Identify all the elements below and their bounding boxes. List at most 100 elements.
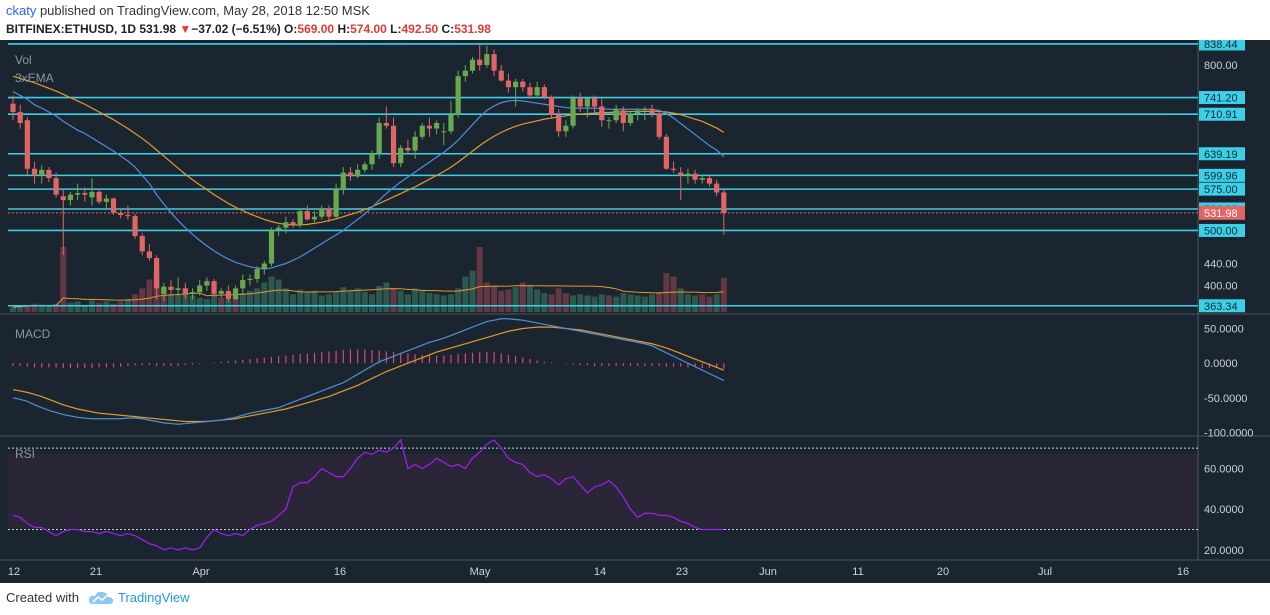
volume-bar bbox=[649, 294, 656, 312]
volume-bar bbox=[627, 294, 634, 312]
volume-bar bbox=[103, 301, 110, 312]
volume-bar bbox=[38, 304, 45, 312]
volume-bar bbox=[81, 304, 88, 312]
candle-body bbox=[570, 98, 576, 126]
volume-bar bbox=[74, 301, 81, 312]
volume-bar bbox=[483, 282, 490, 312]
volume-bar bbox=[440, 295, 447, 312]
level-label: 741.20 bbox=[1204, 93, 1238, 105]
volume-bar bbox=[505, 289, 512, 312]
volume-bar bbox=[383, 282, 390, 312]
candle-body bbox=[376, 123, 382, 154]
candle-body bbox=[53, 178, 59, 195]
footer: Created with TradingView bbox=[0, 583, 1270, 615]
volume-bar bbox=[598, 294, 605, 312]
time-tick-label: Apr bbox=[192, 566, 209, 578]
volume-bar bbox=[541, 293, 548, 312]
level-label-bg bbox=[1199, 107, 1245, 121]
time-tick-label: Jun bbox=[759, 566, 777, 578]
publisher-line: ckaty published on TradingView.com, May … bbox=[6, 3, 370, 18]
tradingview-brand-link[interactable]: TradingView bbox=[118, 590, 190, 605]
volume-bar bbox=[476, 247, 483, 312]
high-value: 574.00 bbox=[350, 22, 387, 36]
tradingview-cloud-icon[interactable] bbox=[88, 590, 114, 606]
macd-tick-label: 0.0000 bbox=[1204, 358, 1238, 370]
chart-svg[interactable]: 50.0000 0.0000 -50.0000 -100.0000 60.0000 40… bbox=[0, 37, 1270, 583]
candle-body bbox=[656, 113, 662, 137]
candle-body bbox=[390, 125, 397, 164]
candle-body bbox=[663, 136, 669, 169]
candle-body bbox=[505, 80, 512, 88]
candle-body bbox=[627, 113, 634, 123]
close-label: C: bbox=[441, 22, 455, 36]
volume-bar bbox=[261, 282, 268, 312]
candle-body bbox=[139, 235, 145, 252]
down-arrow-icon: ▼ bbox=[179, 22, 192, 36]
volume-bar bbox=[340, 287, 347, 312]
header: ckaty published on TradingView.com, May … bbox=[0, 0, 1270, 40]
candle-body bbox=[290, 222, 296, 225]
volume-bar bbox=[96, 302, 103, 312]
candle-body bbox=[685, 173, 691, 176]
symbol-line: BITFINEX:ETHUSD, 1D 531.98 ▼−37.02 (−6.5… bbox=[6, 22, 491, 36]
volume-bar bbox=[419, 289, 426, 312]
candle-body bbox=[699, 178, 705, 180]
candle-body bbox=[498, 70, 504, 81]
level-label-bg bbox=[1199, 37, 1245, 51]
time-tick-label: 16 bbox=[1177, 566, 1189, 578]
candle-body bbox=[513, 81, 519, 88]
candle-body bbox=[326, 208, 332, 217]
level-label: 838.44 bbox=[1204, 40, 1238, 51]
volume-bar bbox=[534, 289, 541, 312]
rsi-tick-label: 40.0000 bbox=[1204, 504, 1244, 516]
candle-body bbox=[577, 98, 583, 107]
candle-body bbox=[584, 98, 590, 107]
candle-body bbox=[103, 198, 109, 202]
price-axis: 838.44741.20710.91639.19599.96575.00538.… bbox=[1199, 37, 1245, 313]
volume-bar bbox=[498, 290, 505, 312]
volume-bar bbox=[526, 284, 533, 312]
volume-bar bbox=[397, 290, 404, 312]
ema-fast-line bbox=[12, 91, 725, 270]
volume-bar bbox=[699, 294, 706, 312]
candle-body bbox=[283, 222, 289, 228]
high-label: H: bbox=[337, 22, 351, 36]
open-label: O: bbox=[284, 22, 298, 36]
candle-body bbox=[340, 172, 346, 190]
volume-bar bbox=[369, 294, 375, 312]
volume-ma-line bbox=[12, 285, 724, 308]
candle-body bbox=[563, 125, 569, 132]
candle-body bbox=[232, 288, 239, 300]
username-link[interactable]: ckaty bbox=[6, 3, 37, 18]
volume-bar bbox=[692, 295, 699, 312]
volume-bar bbox=[591, 296, 598, 312]
volume-bar bbox=[304, 291, 311, 312]
candle-body bbox=[383, 123, 389, 126]
volume-bar bbox=[175, 295, 182, 312]
volume-bar bbox=[325, 294, 332, 312]
rsi-tick-label: 20.0000 bbox=[1204, 545, 1244, 557]
candle-body bbox=[469, 59, 476, 71]
symbol-name: BITFINEX:ETHUSD, 1D bbox=[6, 22, 137, 36]
candle-body bbox=[204, 281, 210, 286]
candle-body bbox=[419, 125, 425, 137]
chart-area[interactable]: 50.0000 0.0000 -50.0000 -100.0000 60.0000 40… bbox=[0, 37, 1270, 583]
price-tick-label: 400.00 bbox=[1204, 281, 1238, 293]
volume-bar bbox=[218, 297, 225, 312]
candle-body bbox=[541, 87, 547, 98]
candle-body bbox=[110, 198, 117, 213]
macd-title: MACD bbox=[15, 327, 51, 341]
candle-body bbox=[182, 288, 188, 294]
candle-body bbox=[369, 153, 375, 165]
volume-bar bbox=[548, 294, 555, 312]
rsi-line bbox=[12, 438, 724, 551]
last-price: 531.98 bbox=[139, 22, 177, 36]
level-label: 500.00 bbox=[1204, 225, 1238, 237]
level-label-bg bbox=[1199, 168, 1245, 182]
volume-bar bbox=[132, 294, 139, 312]
volume-bar bbox=[570, 295, 577, 312]
candle-body bbox=[161, 286, 167, 294]
level-label-bg bbox=[1199, 223, 1245, 237]
candle-body bbox=[484, 54, 490, 66]
level-label: 575.00 bbox=[1204, 184, 1238, 196]
